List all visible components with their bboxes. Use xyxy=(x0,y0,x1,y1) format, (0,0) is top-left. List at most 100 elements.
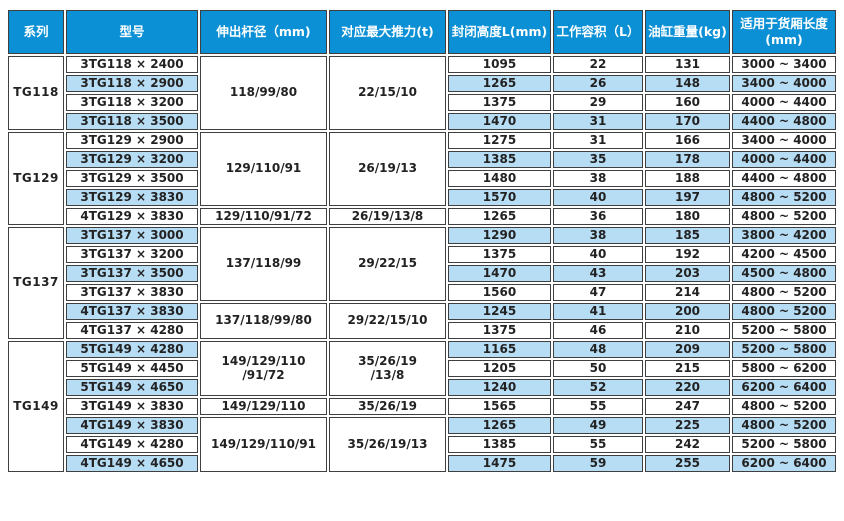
col-header-series: 系列 xyxy=(8,10,64,54)
model-cell: 4TG129 × 3830 xyxy=(66,208,198,225)
cylinder-weight-cell: 214 xyxy=(645,284,730,301)
cylinder-weight-cell: 247 xyxy=(645,398,730,415)
working-volume-cell: 31 xyxy=(553,132,643,149)
box-length-cell: 4800 ~ 5200 xyxy=(732,303,836,320)
table-row: 3TG118 × 2900 1265 26 148 3400 ~ 4000 xyxy=(8,75,836,92)
working-volume-cell: 40 xyxy=(553,246,643,263)
cylinder-weight-cell: 185 xyxy=(645,227,730,244)
model-cell: 3TG118 × 2900 xyxy=(66,75,198,92)
table-row: 3TG137 × 3830 1560 47 214 4800 ~ 5200 xyxy=(8,284,836,301)
closed-height-cell: 1205 xyxy=(448,360,551,377)
working-volume-cell: 38 xyxy=(553,227,643,244)
max-thrust-cell: 29/22/15 xyxy=(329,227,446,301)
table-row: 5TG149 × 4650 1240 52 220 6200 ~ 6400 xyxy=(8,379,836,396)
cylinder-weight-cell: 215 xyxy=(645,360,730,377)
table-row: TG137 3TG137 × 3000 137/118/99 29/22/15 1290… xyxy=(8,227,836,339)
working-volume-cell: 52 xyxy=(553,379,643,396)
table-row: 4TG129 × 3830 129/110/91/72 26/19/13/8 1265… xyxy=(8,208,836,225)
cylinder-weight-cell: 148 xyxy=(645,75,730,92)
closed-height-cell: 1265 xyxy=(448,417,551,434)
model-cell: 4TG149 × 4650 xyxy=(66,455,198,472)
closed-height-cell: 1240 xyxy=(448,379,551,396)
cylinder-weight-cell: 180 xyxy=(645,208,730,225)
table-row: 3TG118 × 3200 1375 29 160 4000 ~ 4400 xyxy=(8,94,836,111)
closed-height-cell: 1560 xyxy=(448,284,551,301)
box-length-cell: 3400 ~ 4000 xyxy=(732,132,836,149)
cylinder-weight-cell: 166 xyxy=(645,132,730,149)
closed-height-cell: 1475 xyxy=(448,455,551,472)
cylinder-weight-cell: 209 xyxy=(645,341,730,358)
model-cell: 3TG137 × 3000 xyxy=(66,227,198,244)
rod-diameter-cell: 137/118/99 xyxy=(200,227,327,301)
table-row: 4TG137 × 4280 1375 46 210 5200 ~ 5800 xyxy=(8,322,836,339)
table-row: 5TG149 × 4450 1205 50 215 5800 ~ 6200 xyxy=(8,360,836,377)
col-header-model: 型号 xyxy=(66,10,198,54)
working-volume-cell: 49 xyxy=(553,417,643,434)
model-cell: 4TG149 × 3830 xyxy=(66,417,198,434)
rod-diameter-cell: 149/129/110 /91/72 xyxy=(200,341,327,396)
cylinder-weight-cell: 160 xyxy=(645,94,730,111)
model-cell: 3TG118 × 2400 xyxy=(66,56,198,73)
max-thrust-cell: 35/26/19 /13/8 xyxy=(329,341,446,396)
closed-height-cell: 1570 xyxy=(448,189,551,206)
working-volume-cell: 48 xyxy=(553,341,643,358)
cylinder-weight-cell: 131 xyxy=(645,56,730,73)
cylinder-weight-cell: 188 xyxy=(645,170,730,187)
box-length-cell: 5200 ~ 5800 xyxy=(732,436,836,453)
cylinder-weight-cell: 197 xyxy=(645,189,730,206)
working-volume-cell: 38 xyxy=(553,170,643,187)
working-volume-cell: 46 xyxy=(553,322,643,339)
box-length-cell: 5800 ~ 6200 xyxy=(732,360,836,377)
closed-height-cell: 1290 xyxy=(448,227,551,244)
model-cell: 3TG129 × 3500 xyxy=(66,170,198,187)
spec-table-body: TG118 3TG118 × 2400 118/99/80 22/15/10 1095 2… xyxy=(8,56,836,472)
table-row: 3TG137 × 3500 1470 43 203 4500 ~ 4800 xyxy=(8,265,836,282)
max-thrust-cell: 26/19/13/8 xyxy=(329,208,446,225)
model-cell: 3TG137 × 3200 xyxy=(66,246,198,263)
closed-height-cell: 1245 xyxy=(448,303,551,320)
col-header-max-thrust: 对应最大推力(t) xyxy=(329,10,446,54)
table-row: TG149 5TG149 × 4280 149/129/110 /91/72 35/2… xyxy=(8,341,836,472)
table-row: 3TG129 × 3500 1480 38 188 4400 ~ 4800 xyxy=(8,170,836,187)
working-volume-cell: 59 xyxy=(553,455,643,472)
header-row: 系列 型号 伸出杆径（mm) 对应最大推力(t) 封闭高度L(mm) 工作容积（L） 油缸重… xyxy=(8,10,836,54)
model-cell: 3TG137 × 3500 xyxy=(66,265,198,282)
box-length-cell: 4400 ~ 4800 xyxy=(732,170,836,187)
closed-height-cell: 1565 xyxy=(448,398,551,415)
model-cell: 5TG149 × 4450 xyxy=(66,360,198,377)
max-thrust-cell: 29/22/15/10 xyxy=(329,303,446,339)
table-row: 4TG149 × 4650 1475 59 255 6200 ~ 6400 xyxy=(8,455,836,472)
cylinder-weight-cell: 200 xyxy=(645,303,730,320)
table-row: 3TG129 × 3830 1570 40 197 4800 ~ 5200 xyxy=(8,189,836,206)
cylinder-weight-cell: 210 xyxy=(645,322,730,339)
spec-table-header: 系列 型号 伸出杆径（mm) 对应最大推力(t) 封闭高度L(mm) 工作容积（L） 油缸重… xyxy=(8,10,836,54)
working-volume-cell: 55 xyxy=(553,436,643,453)
cylinder-weight-cell: 242 xyxy=(645,436,730,453)
box-length-cell: 4000 ~ 4400 xyxy=(732,151,836,168)
cylinder-weight-cell: 225 xyxy=(645,417,730,434)
box-length-cell: 5200 ~ 5800 xyxy=(732,341,836,358)
closed-height-cell: 1480 xyxy=(448,170,551,187)
page: 系列 型号 伸出杆径（mm) 对应最大推力(t) 封闭高度L(mm) 工作容积（L） 油缸重… xyxy=(6,8,838,474)
box-length-cell: 5200 ~ 5800 xyxy=(732,322,836,339)
spec-table: 系列 型号 伸出杆径（mm) 对应最大推力(t) 封闭高度L(mm) 工作容积（L） 油缸重… xyxy=(6,8,838,474)
box-length-cell: 4800 ~ 5200 xyxy=(732,398,836,415)
cylinder-weight-cell: 220 xyxy=(645,379,730,396)
col-header-working-volume: 工作容积（L） xyxy=(553,10,643,54)
series-cell: TG118 xyxy=(8,56,64,130)
closed-height-cell: 1265 xyxy=(448,75,551,92)
box-length-cell: 3800 ~ 4200 xyxy=(732,227,836,244)
working-volume-cell: 55 xyxy=(553,398,643,415)
table-row: 4TG149 × 4280 1385 55 242 5200 ~ 5800 xyxy=(8,436,836,453)
box-length-cell: 6200 ~ 6400 xyxy=(732,379,836,396)
box-length-cell: 4800 ~ 5200 xyxy=(732,417,836,434)
working-volume-cell: 29 xyxy=(553,94,643,111)
box-length-cell: 4000 ~ 4400 xyxy=(732,94,836,111)
max-thrust-cell: 22/15/10 xyxy=(329,56,446,130)
max-thrust-cell: 35/26/19 xyxy=(329,398,446,415)
box-length-cell: 4800 ~ 5200 xyxy=(732,284,836,301)
col-header-cylinder-weight: 油缸重量(kg) xyxy=(645,10,730,54)
rod-diameter-cell: 118/99/80 xyxy=(200,56,327,130)
col-header-closed-height: 封闭高度L(mm) xyxy=(448,10,551,54)
rod-diameter-cell: 149/129/110/91 xyxy=(200,417,327,472)
